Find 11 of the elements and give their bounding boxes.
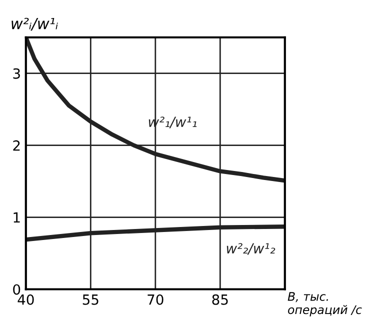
y-tick-label: 2	[13, 140, 20, 151]
x-tick-label: 70	[148, 294, 164, 305]
x-tick-label: 55	[82, 294, 98, 305]
y-tick-label: 0	[13, 284, 20, 295]
x-tick-label: 85	[212, 294, 228, 305]
y-tick-label: 1	[14, 212, 20, 223]
x-tick-label: 40	[18, 294, 34, 305]
y-tick-label: 3	[13, 68, 20, 79]
x-axis-title: B, тыс. операций /с	[288, 292, 362, 316]
y-axis-title: w²ᵢ/w¹ᵢ	[12, 18, 58, 31]
series-label: w²₂/w¹₂	[226, 243, 276, 255]
